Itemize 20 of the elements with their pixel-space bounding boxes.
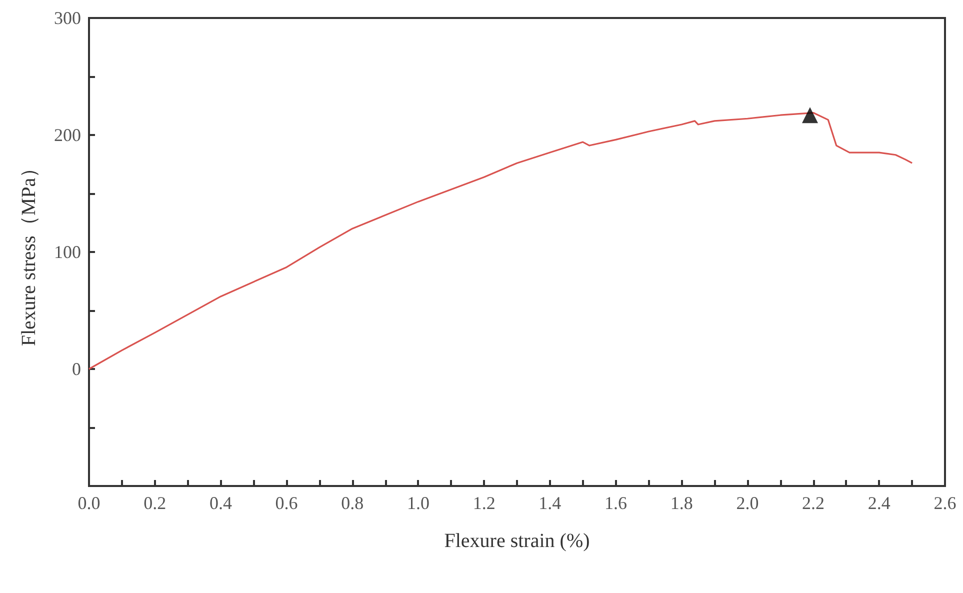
y-tick-label: 0 [72, 359, 81, 379]
x-tick-label: 0.2 [144, 493, 166, 513]
y-axis-title: Flexure stress（MPa） [18, 158, 40, 346]
x-axis-title: Flexure strain (%) [444, 530, 590, 552]
x-tick-label: 0.0 [78, 493, 100, 513]
y-tick-label: 300 [54, 8, 81, 28]
y-tick-label: 100 [54, 242, 81, 262]
x-tick-label: 0.4 [209, 493, 232, 513]
y-tick-label: 200 [54, 125, 81, 145]
x-tick-label: 1.0 [406, 493, 430, 513]
x-tick-label: 2.2 [802, 493, 825, 513]
x-tick-label: 1.2 [472, 493, 496, 513]
x-tick-label: 1.6 [604, 493, 628, 513]
x-tick-label: 0.8 [341, 493, 364, 513]
x-tick-label: 2.6 [934, 493, 956, 513]
x-tick-label: 2.4 [868, 493, 890, 513]
x-tick-label: 1.4 [538, 493, 562, 513]
x-tick-label: 2.0 [736, 493, 759, 513]
x-tick-label: 1.8 [670, 493, 693, 513]
x-tick-label: 0.6 [275, 493, 298, 513]
